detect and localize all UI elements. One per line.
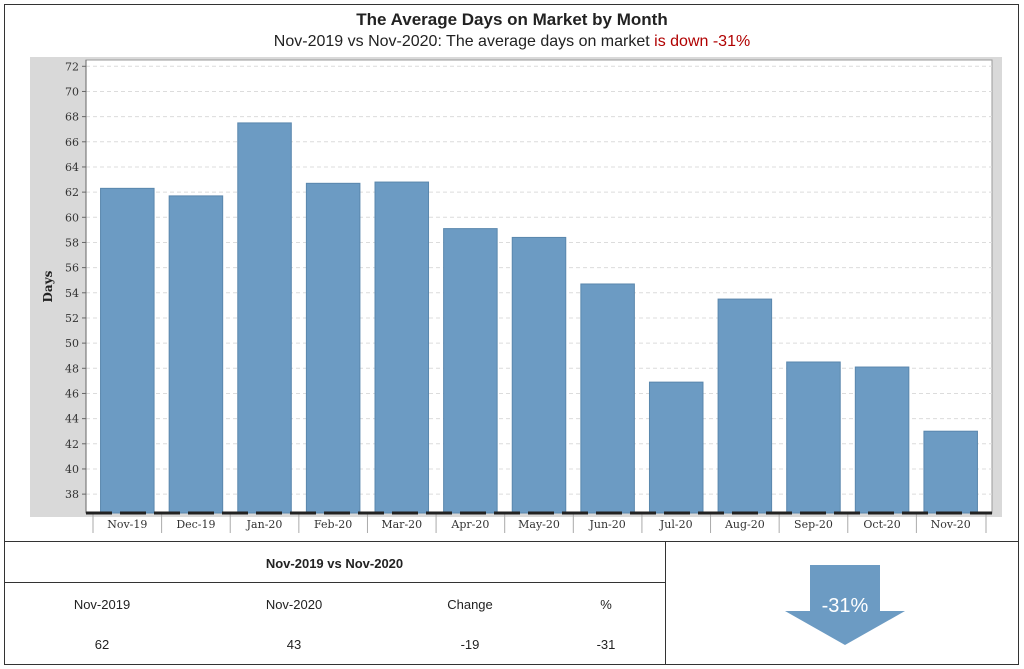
x-tick-label: Sep-20 xyxy=(794,518,833,531)
value-nov-2019: 62 xyxy=(94,637,110,652)
y-tick-label: 50 xyxy=(65,337,79,350)
bar-jun-20 xyxy=(580,283,635,514)
comparison-rule xyxy=(4,582,665,583)
chart-title: The Average Days on Market by Month xyxy=(356,10,668,29)
chart-subtitle: Nov-2019 vs Nov-2020: The average days o… xyxy=(0,33,1024,51)
bar-jan-20 xyxy=(237,122,292,514)
subtitle-highlight: is down -31% xyxy=(654,33,751,50)
x-tick-label: Dec-19 xyxy=(176,518,215,531)
y-tick-label: 66 xyxy=(65,136,79,149)
y-tick-label: 70 xyxy=(65,85,79,98)
y-tick-label: 38 xyxy=(65,488,79,501)
x-tick-label: Mar-20 xyxy=(381,518,422,531)
y-tick-label: 40 xyxy=(65,463,79,476)
comparison-header: Nov-2019 vs Nov-2020 xyxy=(265,556,404,571)
y-tick-label: 58 xyxy=(65,236,79,249)
section-divider xyxy=(4,541,1019,542)
x-tick-label: Jul-20 xyxy=(659,518,693,531)
y-tick-label: 52 xyxy=(65,312,79,325)
subtitle-text: Nov-2019 vs Nov-2020: The average days o… xyxy=(273,33,655,50)
x-tick-label: Jun-20 xyxy=(588,518,625,531)
y-tick-label: 72 xyxy=(65,60,79,73)
col-header-percent: % xyxy=(600,597,612,612)
x-tick-label: Nov-20 xyxy=(931,518,971,531)
bar-oct-20 xyxy=(854,366,910,514)
y-tick-label: 56 xyxy=(65,262,79,275)
x-tick-label: Apr-20 xyxy=(450,518,489,531)
bar-mar-20 xyxy=(374,181,430,514)
col-header-change: Change xyxy=(447,597,493,612)
bar-jul-20 xyxy=(648,381,704,514)
x-tick-label: Aug-20 xyxy=(724,518,765,531)
bar-nov-20 xyxy=(923,430,978,514)
y-tick-label: 42 xyxy=(65,438,79,451)
y-tick-label: 46 xyxy=(65,387,79,400)
bar-may-20 xyxy=(511,236,567,514)
down-arrow-icon xyxy=(785,565,905,645)
x-tick-label: Nov-19 xyxy=(107,518,147,531)
x-tick-label: Feb-20 xyxy=(314,518,352,531)
bar-chart: 38 40 42 44 46 48 50 52 54 56 58 60 62 64 66 68 70 72 Days… xyxy=(41,59,993,533)
x-tick-label: May-20 xyxy=(518,518,560,531)
col-header-nov-2020: Nov-2020 xyxy=(265,597,323,612)
y-tick-label: 64 xyxy=(65,161,79,174)
col-header-nov-2019: Nov-2019 xyxy=(73,597,131,612)
bar-dec-19 xyxy=(168,195,224,514)
bar-sep-20 xyxy=(786,361,841,514)
value-nov-2020: 43 xyxy=(286,637,302,652)
bar-aug-20 xyxy=(717,298,773,514)
y-tick-label: 60 xyxy=(65,211,79,224)
change-percent-label: -31% xyxy=(821,595,869,617)
y-tick-label: 62 xyxy=(65,186,79,199)
y-tick-label: 44 xyxy=(65,413,79,426)
bar-nov-19 xyxy=(100,187,155,514)
bar-apr-20 xyxy=(443,228,498,514)
value-change: -19 xyxy=(460,637,480,652)
y-axis-label: Days xyxy=(41,270,55,302)
y-tick-label: 68 xyxy=(65,111,79,124)
x-tick-label: Jan-20 xyxy=(246,518,283,531)
x-tick-label: Oct-20 xyxy=(863,518,900,531)
value-percent: -31 xyxy=(596,637,616,652)
y-tick-label: 48 xyxy=(65,362,79,375)
report-frame xyxy=(4,4,1019,665)
y-tick-label: 54 xyxy=(65,287,79,300)
panel-divider xyxy=(665,541,666,665)
bar-feb-20 xyxy=(305,182,361,514)
